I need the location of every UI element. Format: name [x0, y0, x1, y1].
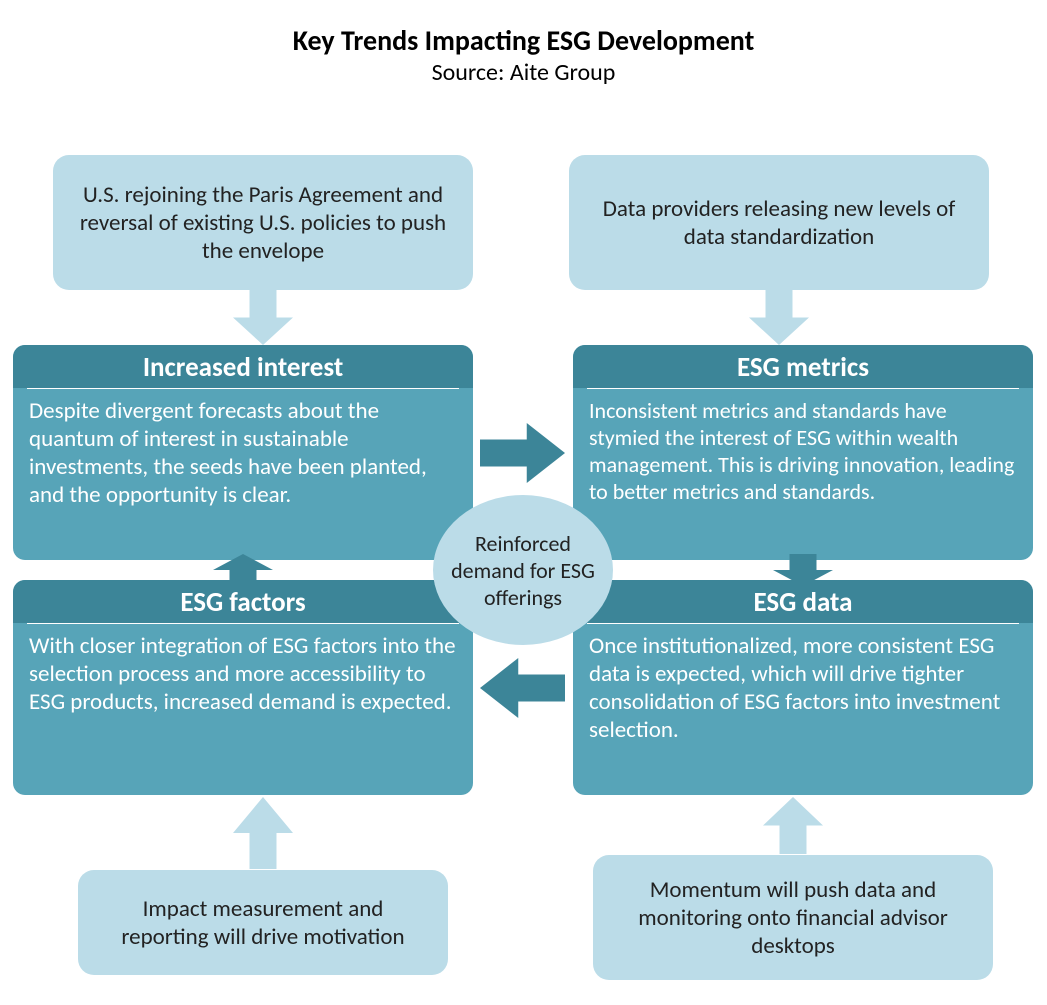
card-body: Once institutionalized, more consistent … — [573, 624, 1033, 758]
card-body: Inconsistent metrics and standards have … — [573, 389, 1033, 519]
card-title: ESG factors — [13, 580, 473, 623]
arrow-bottom-right-up — [763, 797, 823, 854]
center-ellipse-text: Reinforced demand for ESG offerings — [443, 530, 603, 611]
arrow-left-up — [213, 554, 273, 586]
arrow-top-right-down — [749, 290, 809, 345]
arrow-center-left — [480, 658, 565, 718]
card-title: ESG data — [573, 580, 1033, 623]
card-body: With closer integration of ESG factors i… — [13, 624, 473, 730]
callout-top-left: U.S. rejoining the Paris Agreement and r… — [53, 155, 473, 290]
callout-top-right: Data providers releasing new levels of d… — [569, 155, 989, 290]
card-increased-interest: Increased interest Despite divergent for… — [13, 345, 473, 560]
callout-text: Impact measurement and reporting will dr… — [102, 895, 424, 951]
callout-bottom-left: Impact measurement and reporting will dr… — [78, 870, 448, 975]
arrow-top-left-down — [233, 290, 293, 345]
center-ellipse: Reinforced demand for ESG offerings — [433, 495, 613, 645]
callout-text: U.S. rejoining the Paris Agreement and r… — [77, 181, 449, 265]
arrow-bottom-left-up — [233, 797, 293, 869]
card-esg-factors: ESG factors With closer integration of E… — [13, 580, 473, 795]
card-body: Despite divergent forecasts about the qu… — [13, 389, 473, 523]
card-esg-metrics: ESG metrics Inconsistent metrics and sta… — [573, 345, 1033, 560]
card-title: Increased interest — [13, 345, 473, 388]
arrow-right-down — [773, 554, 833, 586]
page-title: Key Trends Impacting ESG Development — [0, 23, 1047, 58]
card-esg-data: ESG data Once institutionalized, more co… — [573, 580, 1033, 795]
callout-bottom-right: Momentum will push data and monitoring o… — [593, 855, 993, 980]
callout-text: Data providers releasing new levels of d… — [593, 195, 965, 251]
page-subtitle: Source: Aite Group — [0, 58, 1047, 87]
arrow-center-right — [480, 423, 565, 483]
callout-text: Momentum will push data and monitoring o… — [617, 876, 969, 960]
card-title: ESG metrics — [573, 345, 1033, 388]
